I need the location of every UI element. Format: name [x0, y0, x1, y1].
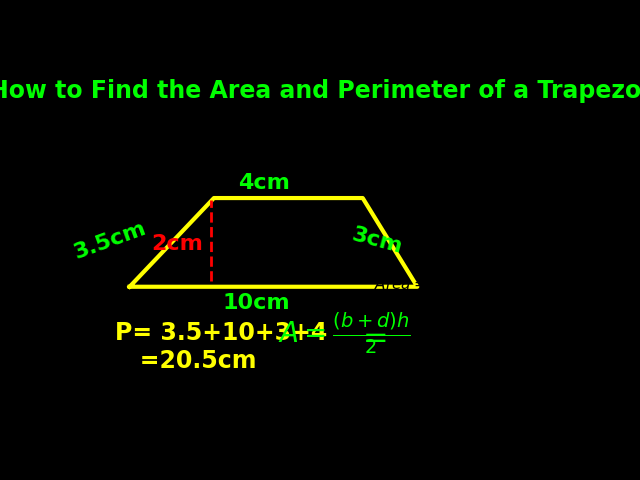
Text: 10cm: 10cm [222, 293, 290, 313]
Text: h: h [500, 147, 509, 161]
Text: 3.5cm: 3.5cm [71, 218, 148, 263]
Text: $A=\frac{(b+d)h}{2}$: $A=\frac{(b+d)h}{2}$ [278, 310, 411, 356]
Text: =: = [363, 324, 388, 353]
Text: 2cm: 2cm [151, 234, 203, 254]
Text: 3cm: 3cm [350, 224, 405, 257]
Text: $Area = \frac{1}{2}(b + d)h$: $Area = \frac{1}{2}(b + d)h$ [374, 273, 499, 298]
Text: How to Find the Area and Perimeter of a Trapezoid: How to Find the Area and Perimeter of a … [0, 79, 640, 103]
Text: Perimeter = a + b + c + d: Perimeter = a + b + c + d [416, 233, 563, 243]
Text: P= 3.5+10+3+4: P= 3.5+10+3+4 [115, 321, 327, 345]
Text: c: c [601, 147, 609, 161]
Text: b: b [485, 201, 494, 215]
Text: d: d [485, 94, 494, 108]
Text: a: a [370, 147, 379, 161]
Text: Trapezoid: Trapezoid [453, 54, 526, 69]
Text: 4cm: 4cm [237, 173, 289, 193]
Text: =20.5cm: =20.5cm [115, 348, 256, 372]
